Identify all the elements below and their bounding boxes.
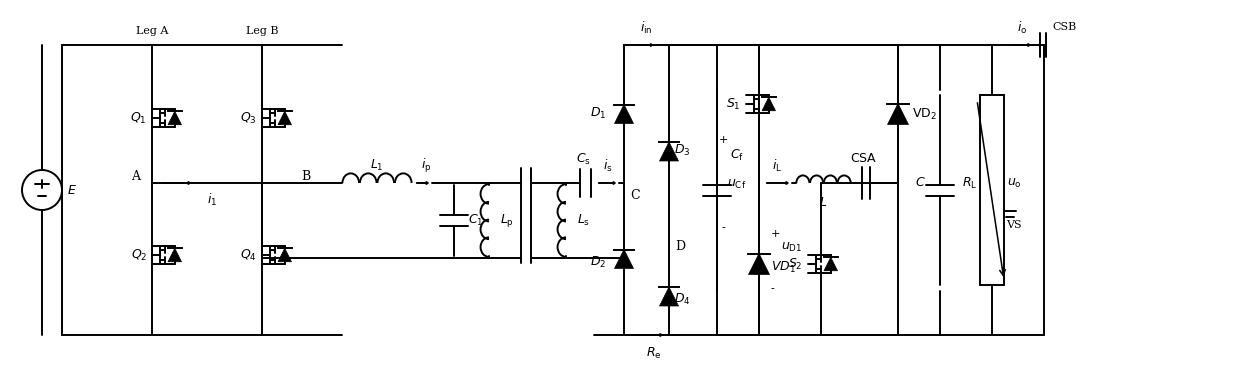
Text: $i_1$: $i_1$ [207,192,217,208]
Text: $L$: $L$ [820,197,828,210]
Text: ${\rm CSA}$: ${\rm CSA}$ [851,151,877,164]
Text: $E$: $E$ [67,184,77,197]
Text: $i_{\rm L}$: $i_{\rm L}$ [771,158,782,174]
Polygon shape [763,97,775,111]
Polygon shape [660,142,678,161]
Polygon shape [279,248,291,262]
Text: $C_1$: $C_1$ [468,213,484,228]
Text: VS: VS [1006,220,1021,230]
Text: $u_{\rm Cf}$: $u_{\rm Cf}$ [727,178,747,191]
Text: $C_{\rm s}$: $C_{\rm s}$ [576,151,591,167]
Text: -: - [771,284,775,294]
Polygon shape [660,287,678,306]
Text: D: D [675,239,685,253]
Text: $R_{\rm L}$: $R_{\rm L}$ [962,175,978,191]
Text: $i_{\rm o}$: $i_{\rm o}$ [1016,20,1028,36]
Text: $Q_3$: $Q_3$ [240,110,258,126]
Text: $L_{\rm p}$: $L_{\rm p}$ [500,212,514,229]
Polygon shape [279,111,291,125]
Text: $D_2$: $D_2$ [589,254,605,270]
Polygon shape [614,250,634,269]
Text: $i_{\rm s}$: $i_{\rm s}$ [603,158,613,174]
Text: Leg B: Leg B [246,26,279,36]
Text: CSB: CSB [1052,22,1076,32]
Text: $L_{\rm s}$: $L_{\rm s}$ [577,213,591,228]
Text: Leg A: Leg A [136,26,168,36]
Text: C: C [630,188,640,201]
Text: $Q_4$: $Q_4$ [240,247,258,263]
Text: $R_{\rm e}$: $R_{\rm e}$ [646,345,662,361]
Text: $D_4$: $D_4$ [673,292,691,307]
Text: $i_{\rm p}$: $i_{\rm p}$ [421,157,431,175]
Text: $Q_1$: $Q_1$ [130,110,147,126]
Text: $Q_2$: $Q_2$ [130,247,147,263]
Polygon shape [168,111,182,125]
Text: B: B [301,169,311,182]
Polygon shape [825,257,838,271]
FancyBboxPatch shape [980,95,1004,285]
Polygon shape [749,254,770,275]
Text: ${\rm VD}_2$: ${\rm VD}_2$ [912,106,937,122]
Text: $i_{\rm in}$: $i_{\rm in}$ [640,20,652,36]
Text: $L_1$: $L_1$ [370,157,384,173]
Polygon shape [168,248,182,262]
Text: $S_1$: $S_1$ [727,97,742,112]
Text: A: A [131,169,140,182]
Text: $C_{\rm f}$: $C_{\rm f}$ [730,147,744,163]
Text: $u_{\rm D1}$: $u_{\rm D1}$ [781,241,802,254]
Text: $S_2$: $S_2$ [789,257,803,272]
Text: $u_{\rm o}$: $u_{\rm o}$ [1006,176,1021,189]
Text: $D_1$: $D_1$ [589,106,605,120]
Polygon shape [888,103,909,125]
Text: +: + [718,135,728,145]
Polygon shape [614,104,634,123]
Text: +: + [771,229,780,239]
Text: -: - [721,223,725,233]
Text: $C$: $C$ [915,176,925,189]
Text: $D_3$: $D_3$ [673,143,691,158]
Text: $VD_1$: $VD_1$ [771,260,796,275]
